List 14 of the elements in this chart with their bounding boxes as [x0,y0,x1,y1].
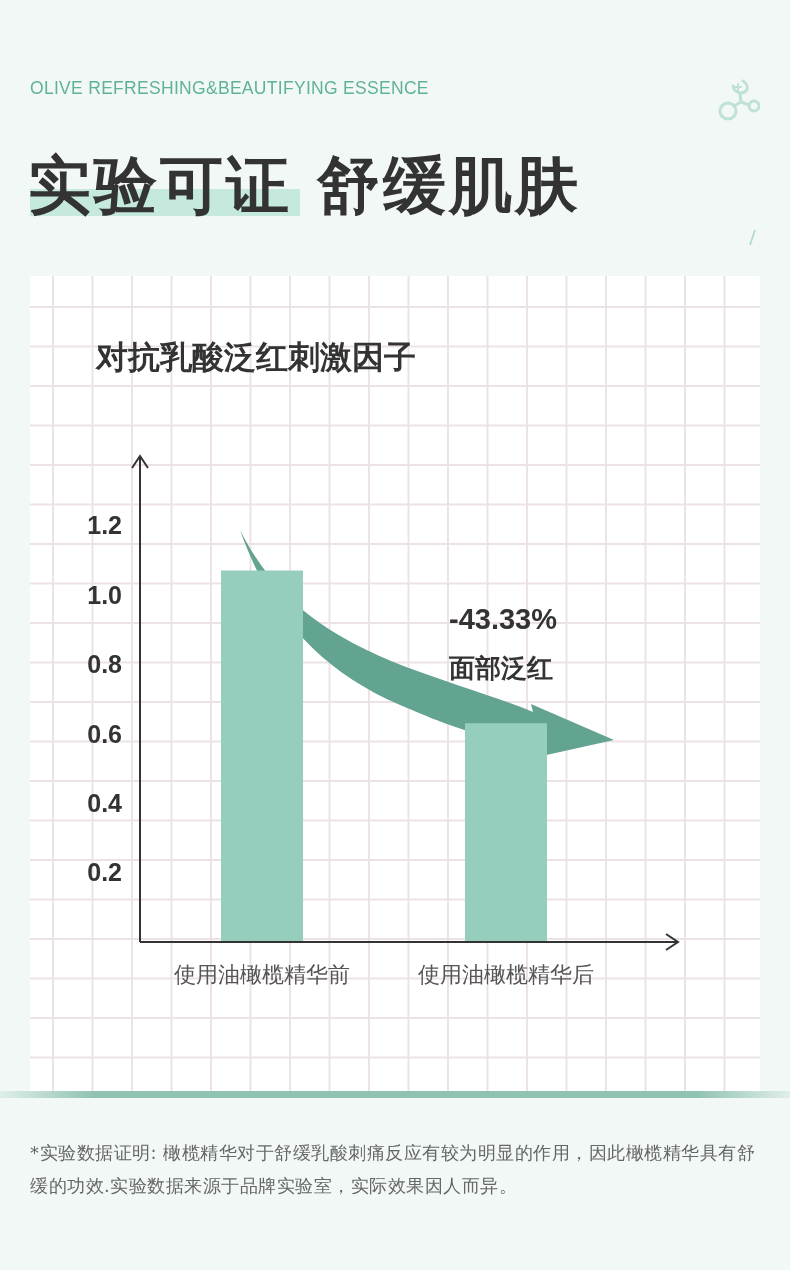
y-tick-label: 0.8 [87,650,123,679]
text: OLIVE REFRESHING&BEAUTIFYING ESSENCE [30,78,429,98]
y-tick-label: 1.2 [87,511,122,540]
y-tick-label: 0.6 [87,719,122,748]
text: *实验数据证明: 橄榄精华对于舒缓乳酸刺痛反应有较为明显的作用，因此橄榄精华具有舒缓的功效.实验数据来源于品牌实验室，实际效果因人而异。 [30,1142,756,1196]
annotation: 面部泛红 [449,653,553,683]
x-tick-label: 使用油橄榄精华前 [174,961,350,987]
y-tick-label: 1.0 [87,580,122,609]
chart-subtitle: 对抗乳酸泛红刺激因子 [96,338,416,376]
annotation: -43.33% [449,603,558,635]
y-tick-label: 0.4 [87,789,123,818]
x-tick-label: 使用油橄榄精华后 [418,961,594,987]
chart-title: 实验可证 舒缓肌肤 [28,149,581,222]
y-tick-label: 0.2 [87,858,122,887]
